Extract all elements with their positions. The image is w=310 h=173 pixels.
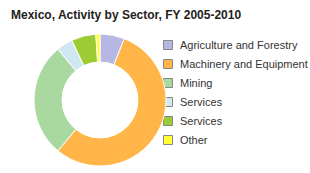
svg-text:Services: Services xyxy=(180,115,223,127)
svg-text:Machinery and Equipment: Machinery and Equipment xyxy=(180,58,308,70)
svg-text:Mexico, Activity by Sector, FY: Mexico, Activity by Sector, FY 2005-2010 xyxy=(11,8,241,22)
svg-text:Mining: Mining xyxy=(180,77,212,89)
svg-text:Agriculture and Forestry: Agriculture and Forestry xyxy=(180,39,298,51)
svg-text:Other: Other xyxy=(180,134,208,146)
svg-text:Services: Services xyxy=(180,96,223,108)
